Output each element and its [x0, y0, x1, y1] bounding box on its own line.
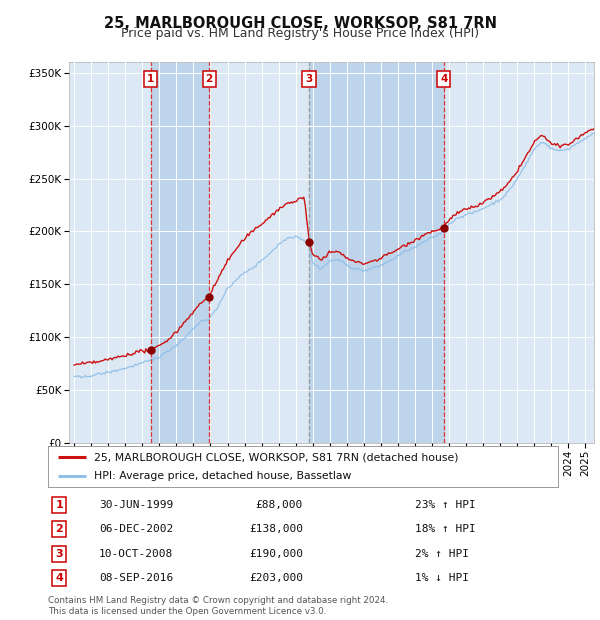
- Text: 1% ↓ HPI: 1% ↓ HPI: [415, 574, 469, 583]
- Text: 2: 2: [205, 74, 213, 84]
- Text: Price paid vs. HM Land Registry's House Price Index (HPI): Price paid vs. HM Land Registry's House …: [121, 27, 479, 40]
- Text: 1: 1: [55, 500, 63, 510]
- Text: 06-DEC-2002: 06-DEC-2002: [99, 524, 173, 534]
- Text: £203,000: £203,000: [249, 574, 303, 583]
- Text: £138,000: £138,000: [249, 524, 303, 534]
- Text: 4: 4: [55, 574, 63, 583]
- Text: 3: 3: [55, 549, 63, 559]
- Text: 2: 2: [55, 524, 63, 534]
- Text: £88,000: £88,000: [256, 500, 303, 510]
- Text: 25, MARLBOROUGH CLOSE, WORKSOP, S81 7RN (detached house): 25, MARLBOROUGH CLOSE, WORKSOP, S81 7RN …: [94, 452, 458, 463]
- Text: 10-OCT-2008: 10-OCT-2008: [99, 549, 173, 559]
- Text: 18% ↑ HPI: 18% ↑ HPI: [415, 524, 476, 534]
- Text: 4: 4: [440, 74, 448, 84]
- Text: 1: 1: [147, 74, 154, 84]
- Text: £190,000: £190,000: [249, 549, 303, 559]
- Text: HPI: Average price, detached house, Bassetlaw: HPI: Average price, detached house, Bass…: [94, 471, 351, 481]
- Text: 2% ↑ HPI: 2% ↑ HPI: [415, 549, 469, 559]
- Text: 25, MARLBOROUGH CLOSE, WORKSOP, S81 7RN: 25, MARLBOROUGH CLOSE, WORKSOP, S81 7RN: [104, 16, 497, 30]
- Text: 30-JUN-1999: 30-JUN-1999: [99, 500, 173, 510]
- Bar: [151, 62, 209, 443]
- Text: 08-SEP-2016: 08-SEP-2016: [99, 574, 173, 583]
- Text: 23% ↑ HPI: 23% ↑ HPI: [415, 500, 476, 510]
- Bar: [309, 62, 444, 443]
- Text: Contains HM Land Registry data © Crown copyright and database right 2024.
This d: Contains HM Land Registry data © Crown c…: [48, 596, 388, 616]
- Text: 3: 3: [305, 74, 313, 84]
